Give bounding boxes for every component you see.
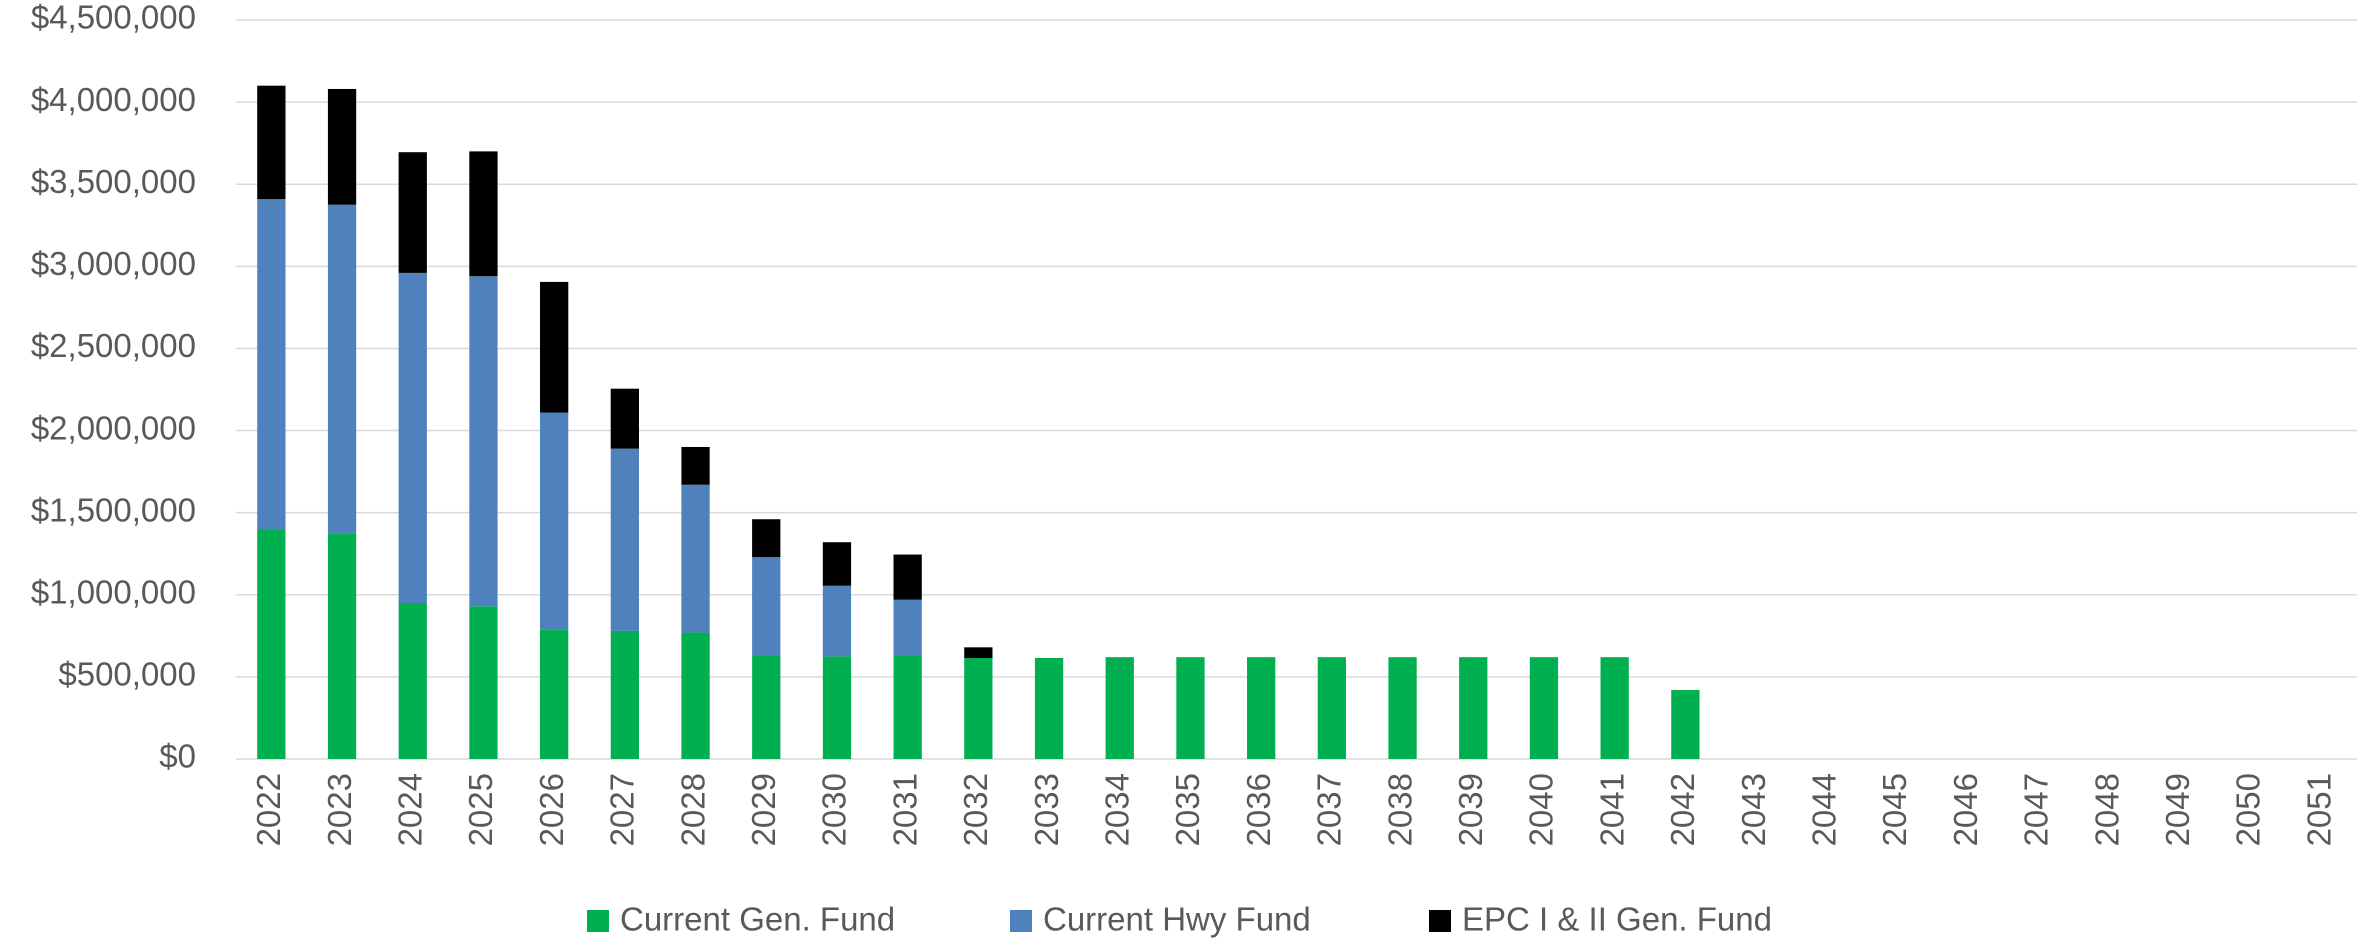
bar-segment <box>327 533 357 759</box>
bar-segment <box>822 542 852 586</box>
x-tick-label: 2047 <box>2018 773 2055 846</box>
legend-label: Current Hwy Fund <box>1043 901 1311 938</box>
x-tick-label: 2045 <box>1876 773 1913 846</box>
legend-swatch <box>587 910 609 932</box>
y-tick-label: $500,000 <box>58 656 196 693</box>
x-tick-label: 2040 <box>1523 773 1560 846</box>
bar-segment <box>540 281 569 413</box>
legend-swatch <box>1010 910 1032 932</box>
y-tick-label: $1,000,000 <box>31 573 196 610</box>
x-tick-label: 2042 <box>1664 773 1701 846</box>
bar-segment <box>469 276 498 607</box>
bar-segment <box>540 412 569 630</box>
bar-segment <box>1105 657 1134 759</box>
x-tick-label: 2025 <box>462 773 499 846</box>
bar-segment <box>610 448 639 631</box>
y-tick-label: $2,000,000 <box>31 409 196 446</box>
y-tick-label: $4,000,000 <box>31 81 196 118</box>
bar-segment <box>1034 658 1064 759</box>
bar-segment <box>964 658 993 759</box>
x-tick-label: 2026 <box>533 773 570 846</box>
bar-segment <box>1671 690 1700 759</box>
bar-segment <box>610 630 639 759</box>
x-tick-label: 2032 <box>957 773 994 846</box>
x-tick-label: 2033 <box>1028 773 1065 846</box>
y-tick-label: $3,000,000 <box>31 245 196 282</box>
bar-segment <box>964 647 993 659</box>
bar-segment <box>752 655 781 759</box>
bar-segment <box>1529 657 1559 759</box>
y-tick-label: $0 <box>159 738 196 775</box>
y-tick-label: $3,500,000 <box>31 163 196 200</box>
bar-segment <box>681 632 710 759</box>
x-tick-label: 2039 <box>1452 773 1489 846</box>
y-tick-label: $4,500,000 <box>31 0 196 36</box>
bar-segment <box>1388 657 1417 759</box>
bar-segment <box>822 585 852 657</box>
x-tick-label: 2029 <box>745 773 782 846</box>
bar-segment <box>893 655 922 759</box>
x-tick-label: 2023 <box>321 773 358 846</box>
bar-segment <box>893 599 922 656</box>
x-tick-label: 2027 <box>604 773 641 846</box>
x-tick-label: 2037 <box>1311 773 1348 846</box>
bar-segment <box>681 484 710 633</box>
legend-label: Current Gen. Fund <box>620 901 895 938</box>
x-tick-label: 2035 <box>1169 773 1206 846</box>
bar-segment <box>327 204 357 534</box>
x-tick-label: 2022 <box>250 773 287 846</box>
bar-segment <box>1176 657 1205 759</box>
bar-segment <box>610 388 639 449</box>
x-tick-label: 2028 <box>674 773 711 846</box>
x-tick-label: 2046 <box>1947 773 1984 846</box>
bar-segment <box>327 88 357 205</box>
x-tick-label: 2049 <box>2159 773 2196 846</box>
y-tick-label: $1,500,000 <box>31 491 196 528</box>
x-tick-label: 2036 <box>1240 773 1277 846</box>
bar-segment <box>469 151 498 277</box>
x-tick-label: 2048 <box>2088 773 2125 846</box>
bar-segment <box>681 446 710 485</box>
bar-segment <box>1459 657 1488 759</box>
x-tick-label: 2050 <box>2230 773 2267 846</box>
x-tick-label: 2043 <box>1735 773 1772 846</box>
bar-segment <box>257 529 286 759</box>
legend-swatch <box>1429 910 1451 932</box>
bar-segment <box>1247 657 1276 759</box>
x-tick-label: 2030 <box>816 773 853 846</box>
bar-segment <box>1600 657 1629 759</box>
bar-segment <box>752 519 781 558</box>
bar-segment <box>257 199 286 530</box>
x-tick-label: 2038 <box>1381 773 1418 846</box>
x-tick-label: 2024 <box>391 773 428 846</box>
bar-segment <box>1317 657 1346 759</box>
bar-segment <box>398 272 427 603</box>
x-tick-label: 2051 <box>2300 773 2337 846</box>
bar-segment <box>752 557 781 656</box>
bar-segment <box>822 656 852 759</box>
x-tick-label: 2031 <box>886 773 923 846</box>
legend-label: EPC I & II Gen. Fund <box>1462 901 1772 938</box>
bar-segment <box>398 602 427 759</box>
x-tick-label: 2034 <box>1098 773 1135 846</box>
bar-segment <box>893 554 922 600</box>
y-tick-label: $2,500,000 <box>31 327 196 364</box>
bar-segment <box>540 629 569 759</box>
bar-segment <box>469 606 498 759</box>
x-tick-label: 2044 <box>1805 773 1842 846</box>
bar-segment <box>257 85 286 200</box>
bar-segment <box>398 152 427 273</box>
x-tick-label: 2041 <box>1593 773 1630 846</box>
